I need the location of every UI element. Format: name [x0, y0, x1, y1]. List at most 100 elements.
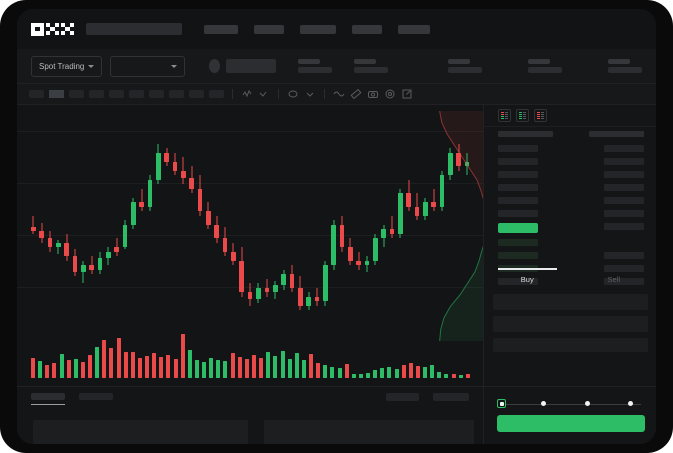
timeframe-6[interactable] [129, 90, 144, 98]
search-input[interactable] [86, 23, 182, 35]
step-2[interactable] [541, 401, 546, 406]
nav-item-earn[interactable] [300, 24, 336, 34]
candle [364, 105, 370, 335]
volume-bar [394, 369, 399, 378]
okx-logo-icon[interactable] [31, 22, 74, 36]
orders-card-1[interactable] [33, 420, 248, 444]
orders-tabs [17, 387, 483, 407]
volume-bar [358, 374, 363, 378]
order-book-ask-row[interactable] [498, 145, 538, 152]
orderbook-both-icon[interactable] [498, 109, 511, 122]
timeframe-10[interactable] [209, 90, 224, 98]
order-book-right-row[interactable] [604, 252, 644, 259]
order-book-ask-row[interactable] [498, 197, 538, 204]
order-book-right-row[interactable] [604, 145, 644, 152]
order-book-bid-row[interactable] [498, 278, 538, 285]
timeframe-4[interactable] [89, 90, 104, 98]
timeframe-7[interactable] [149, 90, 164, 98]
nav-item-markets[interactable] [254, 24, 284, 34]
volume-series [17, 334, 483, 378]
chevron-down-icon[interactable] [304, 88, 316, 100]
orders-action-2[interactable] [433, 393, 469, 401]
orderbook-bids-icon[interactable] [516, 109, 529, 122]
target-icon[interactable] [384, 88, 396, 100]
orders-tab-history[interactable] [79, 393, 113, 400]
order-book-bid-row[interactable] [498, 252, 538, 259]
coin-avatar [208, 59, 220, 73]
orders-tab-open[interactable] [31, 393, 65, 405]
volume-bar [415, 365, 420, 378]
candle [247, 105, 253, 335]
spot-trading-dropdown[interactable]: Spot Trading [31, 55, 103, 77]
volume-bar [52, 363, 57, 378]
volume-bar [273, 356, 278, 378]
volume-bar [366, 372, 371, 378]
order-book-right-row[interactable] [604, 197, 644, 204]
nav-item-trade[interactable] [204, 24, 238, 34]
app-screen: Spot Trading [17, 9, 656, 444]
timeframe-9[interactable] [189, 90, 204, 98]
order-amount-field[interactable] [493, 316, 648, 332]
order-book-rows[interactable] [484, 127, 656, 287]
order-book-panel: Buy Sell [483, 105, 656, 386]
candlestick-chart-icon[interactable] [241, 88, 253, 100]
volume-bar [38, 361, 43, 378]
candle [264, 105, 270, 335]
timeframe-5[interactable] [109, 90, 124, 98]
order-book-ask-row[interactable] [498, 158, 538, 165]
timeframe-3[interactable] [69, 90, 84, 98]
volume-bar [145, 356, 150, 378]
candle [414, 105, 420, 335]
candle [47, 105, 53, 335]
candle [456, 105, 461, 335]
candle [231, 105, 236, 335]
order-book-right-row[interactable] [604, 210, 644, 217]
indicator-icon[interactable] [287, 88, 299, 100]
orderbook-asks-icon[interactable] [534, 109, 547, 122]
order-book-right-row[interactable] [604, 184, 644, 191]
volume-bar [294, 353, 299, 378]
orders-card-2[interactable] [264, 420, 474, 444]
order-book-right-row[interactable] [604, 171, 644, 178]
volume-bar [173, 358, 178, 378]
order-book-right-row[interactable] [604, 265, 644, 272]
order-total-field[interactable] [493, 338, 648, 352]
pair-select[interactable] [110, 55, 185, 77]
volume-bar [408, 363, 413, 378]
line-chart-icon[interactable] [258, 88, 270, 100]
ruler-icon[interactable] [350, 88, 362, 100]
step-4[interactable] [628, 401, 633, 406]
timeframe-8[interactable] [169, 90, 184, 98]
order-book-right-row[interactable] [604, 223, 644, 230]
order-book-right-row[interactable] [604, 278, 644, 285]
nav-item-more[interactable] [398, 24, 430, 34]
timeframe-2[interactable] [49, 90, 64, 98]
primary-cta-button[interactable] [497, 415, 645, 432]
order-price-field[interactable] [493, 294, 648, 310]
volume-bar [202, 362, 207, 378]
step-1[interactable] [497, 399, 506, 408]
tab-buy[interactable]: Buy [484, 268, 571, 290]
order-book-bid-row[interactable] [498, 239, 538, 246]
volume-bar [259, 357, 264, 378]
order-book-ask-row[interactable] [498, 171, 538, 178]
volume-bar [316, 363, 321, 378]
wave-icon[interactable] [333, 88, 345, 100]
order-book-right-row[interactable] [604, 158, 644, 165]
orders-action-1[interactable] [386, 393, 419, 401]
nav-item-wallet[interactable] [352, 24, 382, 34]
order-book-ask-row[interactable] [498, 210, 538, 217]
step-3[interactable] [585, 401, 590, 406]
fullscreen-icon[interactable] [401, 88, 413, 100]
volume-bar [351, 373, 356, 378]
volume-bar [223, 361, 228, 378]
candle [439, 105, 445, 335]
timeframe-1[interactable] [29, 90, 44, 98]
volume-bar [287, 358, 292, 378]
camera-icon[interactable] [367, 88, 379, 100]
volume-bar [152, 353, 157, 378]
chevron-down-icon [170, 64, 177, 68]
price-chart[interactable] [17, 105, 483, 386]
order-book-ask-row[interactable] [498, 184, 538, 191]
tab-sell[interactable]: Sell [607, 274, 620, 284]
